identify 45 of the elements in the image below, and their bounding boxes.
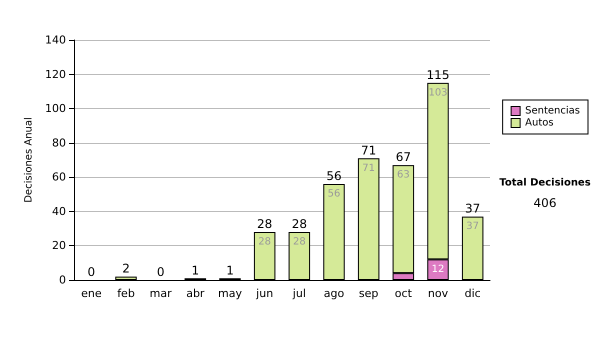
legend-label: Sentencias bbox=[525, 106, 580, 116]
total-label: 0 bbox=[88, 265, 96, 279]
x-tick-label: ene bbox=[81, 287, 102, 300]
x-tick-label: dic bbox=[464, 287, 481, 300]
y-tick-label: 80 bbox=[52, 136, 66, 150]
total-label: 2 bbox=[122, 262, 130, 276]
data-label: 103 bbox=[428, 87, 448, 98]
y-tick-label: 60 bbox=[52, 170, 66, 184]
y-tick-label: 0 bbox=[59, 274, 66, 286]
y-tick-label: 40 bbox=[52, 204, 66, 218]
x-tick-label: mar bbox=[150, 287, 172, 300]
y-tick-label: 140 bbox=[45, 34, 66, 46]
x-tick-label: oct bbox=[394, 287, 413, 300]
data-label: 28 bbox=[292, 236, 306, 248]
legend-label: Autos bbox=[525, 118, 554, 128]
total-label: 56 bbox=[326, 169, 342, 183]
y-axis-title: Decisiones Anual bbox=[24, 117, 35, 203]
y-tick-label: 120 bbox=[45, 68, 66, 81]
x-tick-label: jun bbox=[255, 287, 274, 300]
total-label: 115 bbox=[426, 68, 450, 82]
x-tick-label: ago bbox=[324, 287, 344, 300]
x-tick-label: jul bbox=[292, 287, 306, 300]
total-label: 71 bbox=[361, 143, 376, 158]
x-tick-label: nov bbox=[428, 287, 449, 300]
data-label: 63 bbox=[396, 170, 410, 181]
x-tick-label: may bbox=[218, 287, 242, 300]
x-tick-label: sep bbox=[358, 287, 378, 300]
text: 406 bbox=[534, 196, 556, 210]
x-tick-label: abr bbox=[186, 287, 205, 300]
total-label: 37 bbox=[465, 202, 480, 216]
text: Total Decisiones bbox=[499, 178, 591, 188]
y-tick-label: 20 bbox=[52, 239, 66, 252]
total-label: 28 bbox=[292, 217, 307, 231]
data-label: 28 bbox=[258, 236, 272, 248]
total-label: 0 bbox=[156, 265, 164, 279]
total-label: 1 bbox=[192, 263, 200, 278]
total-label: 1 bbox=[226, 263, 234, 278]
data-label: 37 bbox=[466, 221, 480, 232]
data-label: 71 bbox=[362, 162, 376, 174]
total-label: 28 bbox=[257, 217, 272, 231]
x-tick-label: feb bbox=[117, 287, 135, 300]
data-label: 56 bbox=[328, 188, 340, 200]
y-tick-label: 100 bbox=[45, 102, 66, 116]
total-label: 67 bbox=[396, 150, 411, 164]
data-label: 12 bbox=[432, 264, 444, 275]
